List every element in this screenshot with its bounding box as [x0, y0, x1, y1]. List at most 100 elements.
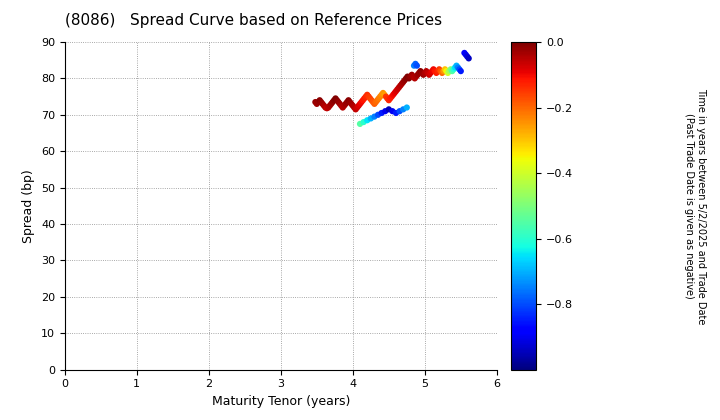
- Point: [367, 99, 379, 105]
- Point: [314, 97, 325, 104]
- Point: [346, 100, 357, 107]
- Point: [433, 66, 445, 73]
- Y-axis label: Spread (bp): Spread (bp): [22, 169, 35, 243]
- Point: [323, 104, 334, 111]
- Point: [435, 68, 446, 74]
- Point: [334, 100, 346, 107]
- Point: [383, 106, 395, 113]
- Point: [451, 62, 462, 69]
- Point: [340, 100, 351, 107]
- Point: [320, 104, 331, 111]
- Point: [436, 70, 448, 76]
- Point: [363, 93, 374, 100]
- Point: [410, 73, 422, 80]
- Point: [439, 66, 451, 73]
- Point: [318, 102, 330, 109]
- Point: [410, 60, 421, 67]
- Point: [315, 99, 327, 105]
- Point: [369, 100, 380, 107]
- Point: [448, 66, 459, 73]
- Point: [356, 99, 367, 105]
- Point: [425, 70, 436, 76]
- Point: [399, 77, 410, 84]
- Point: [394, 108, 405, 115]
- Point: [338, 102, 350, 109]
- Point: [419, 70, 431, 76]
- Point: [365, 115, 377, 122]
- Point: [408, 62, 420, 69]
- Point: [411, 62, 423, 69]
- Point: [386, 93, 397, 100]
- Point: [402, 73, 413, 80]
- Point: [387, 108, 398, 115]
- Point: [454, 66, 465, 73]
- Point: [379, 92, 390, 98]
- Point: [358, 119, 369, 126]
- Point: [310, 99, 321, 105]
- Point: [392, 86, 403, 93]
- Point: [415, 68, 426, 74]
- Point: [423, 71, 435, 78]
- Point: [360, 93, 372, 100]
- Point: [406, 71, 418, 78]
- Point: [446, 68, 458, 74]
- Point: [328, 97, 340, 104]
- Point: [359, 95, 370, 102]
- Point: [395, 82, 406, 89]
- Point: [373, 95, 384, 102]
- Point: [311, 100, 323, 107]
- Point: [403, 75, 415, 82]
- Point: [441, 68, 452, 74]
- Point: [384, 95, 396, 102]
- Point: [405, 73, 416, 80]
- X-axis label: Maturity Tenor (years): Maturity Tenor (years): [212, 395, 350, 408]
- Point: [357, 97, 369, 104]
- Point: [331, 97, 343, 104]
- Point: [374, 93, 386, 100]
- Point: [372, 111, 384, 118]
- Point: [449, 64, 461, 71]
- Point: [372, 97, 383, 104]
- Point: [397, 106, 409, 113]
- Point: [455, 68, 467, 74]
- Point: [389, 89, 400, 96]
- Point: [409, 75, 420, 82]
- Point: [431, 70, 442, 76]
- Point: [393, 84, 405, 91]
- Point: [341, 99, 353, 105]
- Point: [460, 51, 472, 58]
- Point: [422, 70, 433, 76]
- Point: [379, 108, 391, 115]
- Point: [462, 53, 473, 60]
- Point: [353, 102, 364, 109]
- Point: [416, 70, 428, 76]
- Point: [426, 68, 438, 74]
- Point: [325, 100, 337, 107]
- Point: [376, 92, 387, 98]
- Point: [364, 95, 376, 102]
- Point: [330, 95, 341, 102]
- Point: [452, 64, 464, 71]
- Point: [438, 68, 449, 74]
- Point: [463, 55, 474, 62]
- Point: [383, 97, 395, 104]
- Point: [413, 70, 425, 76]
- Point: [428, 66, 439, 73]
- Point: [370, 99, 382, 105]
- Point: [348, 104, 360, 111]
- Point: [376, 110, 387, 116]
- Point: [400, 75, 412, 82]
- Point: [327, 99, 338, 105]
- Text: (8086)   Spread Curve based on Reference Prices: (8086) Spread Curve based on Reference P…: [65, 13, 442, 28]
- Point: [459, 50, 470, 56]
- Point: [442, 70, 454, 76]
- Point: [366, 97, 377, 104]
- Point: [344, 99, 356, 105]
- Point: [317, 100, 328, 107]
- Point: [432, 68, 444, 74]
- Point: [347, 102, 359, 109]
- Point: [321, 105, 333, 112]
- Point: [444, 68, 455, 74]
- Point: [312, 99, 324, 105]
- Point: [401, 104, 413, 111]
